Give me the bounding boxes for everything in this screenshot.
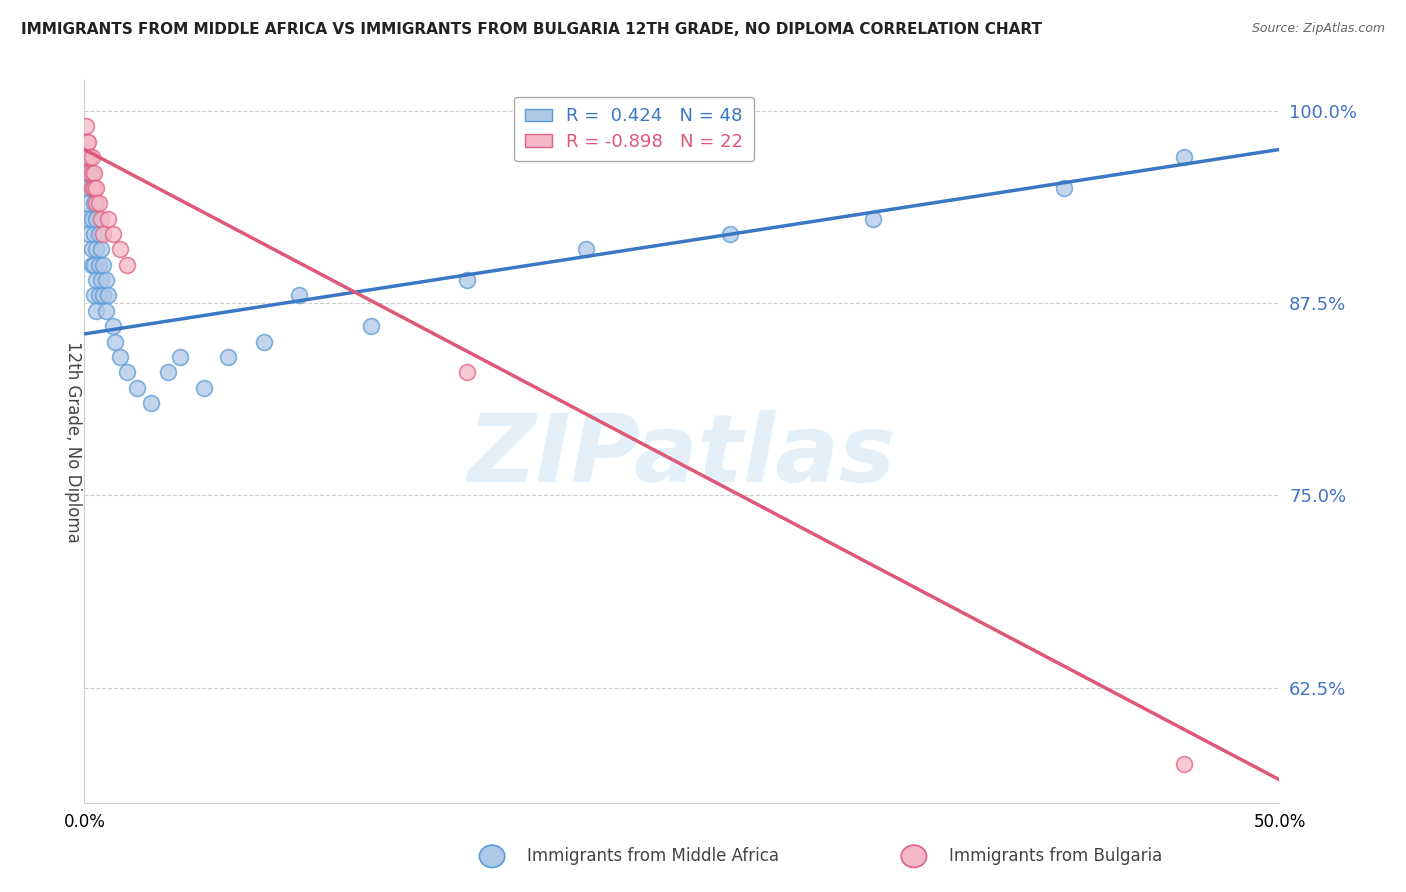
Point bbox=[77, 165, 100, 179]
Point bbox=[125, 381, 148, 395]
Text: Immigrants from Middle Africa: Immigrants from Middle Africa bbox=[527, 847, 779, 865]
Point bbox=[94, 273, 117, 287]
Point bbox=[87, 227, 110, 241]
Point bbox=[86, 211, 108, 226]
Point bbox=[86, 243, 108, 257]
Point bbox=[193, 381, 215, 395]
Point bbox=[83, 181, 105, 195]
Point bbox=[101, 227, 124, 241]
Point bbox=[360, 319, 382, 334]
Point bbox=[169, 350, 191, 364]
Point bbox=[1173, 150, 1195, 164]
Point bbox=[86, 304, 108, 318]
Point bbox=[77, 227, 100, 241]
Text: Immigrants from Bulgaria: Immigrants from Bulgaria bbox=[949, 847, 1163, 865]
Point bbox=[93, 227, 115, 241]
Point bbox=[456, 273, 478, 287]
Point bbox=[80, 165, 103, 179]
Point bbox=[86, 196, 108, 211]
Point bbox=[1053, 181, 1076, 195]
Point bbox=[104, 334, 127, 349]
Point bbox=[83, 196, 105, 211]
Point bbox=[87, 288, 110, 302]
Point bbox=[718, 227, 741, 241]
Point bbox=[77, 135, 100, 149]
Point bbox=[87, 196, 110, 211]
Point bbox=[80, 181, 103, 195]
Point bbox=[97, 288, 120, 302]
Point bbox=[141, 396, 163, 410]
Text: ZIPatlas: ZIPatlas bbox=[468, 410, 896, 502]
Point bbox=[77, 150, 100, 164]
Point bbox=[90, 273, 112, 287]
Point bbox=[93, 288, 115, 302]
Point bbox=[94, 304, 117, 318]
Y-axis label: 12th Grade, No Diploma: 12th Grade, No Diploma bbox=[63, 341, 82, 542]
Point bbox=[77, 165, 100, 179]
Point bbox=[117, 258, 139, 272]
Point bbox=[75, 165, 97, 179]
Point bbox=[75, 120, 97, 134]
Text: IMMIGRANTS FROM MIDDLE AFRICA VS IMMIGRANTS FROM BULGARIA 12TH GRADE, NO DIPLOMA: IMMIGRANTS FROM MIDDLE AFRICA VS IMMIGRA… bbox=[21, 22, 1042, 37]
Point bbox=[77, 150, 100, 164]
Point bbox=[110, 243, 132, 257]
Point bbox=[456, 365, 478, 379]
Text: Source: ZipAtlas.com: Source: ZipAtlas.com bbox=[1251, 22, 1385, 36]
Point bbox=[157, 365, 180, 379]
Point bbox=[86, 273, 108, 287]
Point bbox=[117, 365, 139, 379]
Point bbox=[253, 334, 276, 349]
Point bbox=[87, 258, 110, 272]
Point bbox=[575, 243, 598, 257]
Point bbox=[288, 288, 311, 302]
Point bbox=[101, 319, 124, 334]
Point bbox=[90, 211, 112, 226]
Point bbox=[110, 350, 132, 364]
Point bbox=[76, 181, 98, 195]
Point bbox=[86, 181, 108, 195]
Point bbox=[83, 288, 105, 302]
Point bbox=[862, 211, 884, 226]
Point bbox=[1173, 757, 1195, 772]
Point bbox=[76, 196, 98, 211]
Point bbox=[93, 258, 115, 272]
Point bbox=[83, 258, 105, 272]
Point bbox=[90, 243, 112, 257]
Point bbox=[80, 181, 103, 195]
Point bbox=[80, 150, 103, 164]
Point bbox=[83, 165, 105, 179]
Point bbox=[76, 135, 98, 149]
Point bbox=[76, 150, 98, 164]
Point bbox=[80, 258, 103, 272]
Legend: R =  0.424   N = 48, R = -0.898   N = 22: R = 0.424 N = 48, R = -0.898 N = 22 bbox=[515, 96, 754, 161]
Point bbox=[77, 211, 100, 226]
Point bbox=[80, 243, 103, 257]
Point bbox=[83, 227, 105, 241]
Point bbox=[217, 350, 239, 364]
Point bbox=[97, 211, 120, 226]
Point bbox=[80, 211, 103, 226]
